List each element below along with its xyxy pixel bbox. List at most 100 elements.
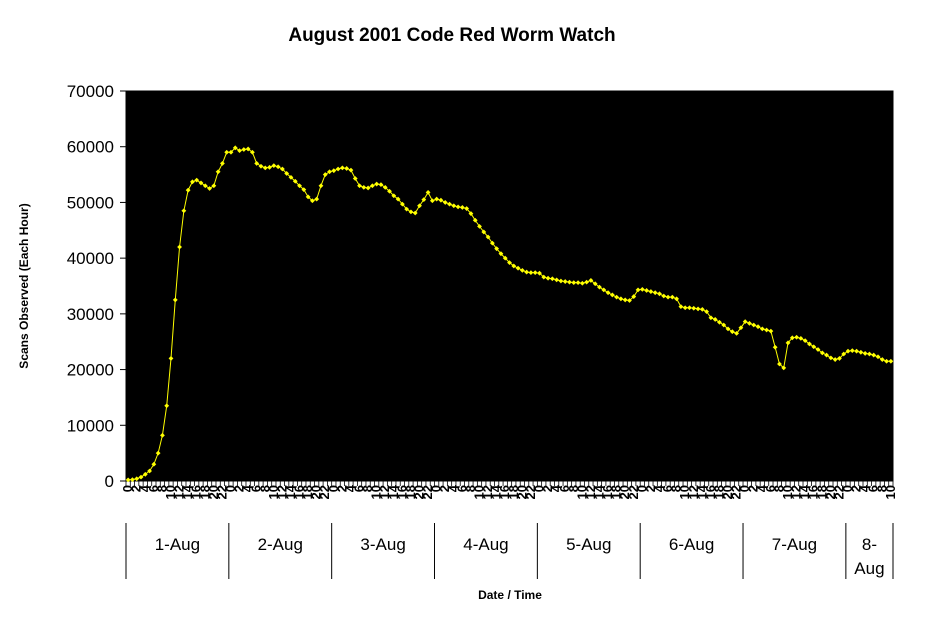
data-point — [575, 280, 581, 286]
data-point — [292, 178, 298, 184]
x-axis: 0246810121416182022024681012141618202202… — [120, 481, 898, 579]
x-tick-label: 2 — [334, 485, 349, 492]
data-point — [661, 293, 667, 299]
data-point — [888, 358, 894, 364]
data-point — [284, 171, 290, 176]
data-point — [879, 357, 885, 362]
x-tick-label: 2 — [643, 485, 658, 492]
x-tick-label: 14 — [386, 484, 401, 499]
data-point — [665, 294, 671, 300]
x-tick-label: 12 — [172, 485, 187, 499]
data-point — [451, 203, 457, 209]
x-tick-label: 8 — [669, 485, 684, 492]
data-point — [344, 166, 350, 171]
x-tick-label: 2 — [746, 485, 761, 492]
data-point — [455, 204, 461, 210]
data-point — [241, 147, 247, 152]
day-label: 3-Aug — [360, 535, 405, 554]
x-tick-label: 20 — [206, 485, 221, 499]
data-point — [408, 209, 414, 215]
x-tick-label: 20 — [412, 485, 427, 499]
x-tick-label: 12 — [789, 485, 804, 499]
data-point — [459, 205, 465, 210]
data-point — [288, 174, 294, 180]
data-point — [682, 305, 688, 311]
x-tick-label: 18 — [609, 485, 624, 499]
data-point — [669, 294, 675, 300]
data-point — [369, 183, 375, 189]
data-point — [824, 352, 829, 358]
data-point — [528, 270, 534, 276]
data-point — [652, 290, 658, 296]
x-tick-label: 10 — [677, 485, 692, 499]
x-tick-label: 10 — [472, 485, 487, 499]
data-point — [421, 197, 427, 203]
data-point — [314, 196, 320, 202]
data-point — [515, 265, 521, 271]
data-point — [524, 269, 530, 275]
day-label: 7-Aug — [772, 535, 817, 554]
y-tick-label: 50000 — [67, 193, 114, 212]
data-point — [447, 201, 452, 207]
x-tick-label: 2 — [232, 485, 247, 492]
x-tick-label: 4 — [240, 484, 255, 492]
data-point — [357, 183, 362, 189]
x-tick-label: 22 — [626, 485, 641, 499]
x-tick-label: 14 — [591, 484, 606, 499]
data-point — [477, 223, 482, 229]
data-point — [391, 193, 397, 199]
data-point — [854, 348, 859, 354]
data-point — [245, 146, 251, 152]
data-point — [708, 315, 714, 321]
data-point — [348, 167, 354, 173]
data-point — [271, 163, 277, 169]
data-point — [142, 471, 148, 477]
data-point — [614, 294, 620, 300]
x-tick-label: 0 — [737, 485, 752, 492]
data-point — [678, 304, 684, 310]
data-point — [468, 211, 474, 216]
x-tick-label: 20 — [617, 485, 632, 499]
x-tick-label: 4 — [446, 484, 461, 492]
data-point — [250, 149, 255, 155]
x-tick-label: 10 — [266, 485, 281, 499]
x-tick-label: 22 — [831, 485, 846, 499]
data-point — [258, 163, 264, 169]
x-tick-label: 6 — [763, 485, 778, 492]
x-tick-label: 10 — [163, 485, 178, 499]
x-tick-label: 14 — [180, 484, 195, 499]
data-point — [429, 198, 435, 204]
x-tick-label: 10 — [780, 485, 795, 499]
x-tick-label: 2 — [540, 485, 555, 492]
data-point — [725, 326, 731, 332]
x-tick-label: 16 — [703, 485, 718, 499]
data-point — [155, 450, 161, 456]
x-tick-label: 0 — [223, 485, 238, 492]
day-label: 4-Aug — [463, 535, 508, 554]
data-point — [301, 187, 307, 193]
data-point — [592, 281, 598, 287]
x-tick-label: 2 — [849, 485, 864, 492]
data-point — [494, 246, 500, 252]
data-point — [507, 260, 512, 265]
y-tick-label: 70000 — [67, 82, 114, 101]
data-point — [361, 184, 367, 190]
x-tick-label: 8 — [257, 485, 272, 492]
data-point — [395, 196, 401, 202]
data-point — [532, 270, 538, 276]
x-tick-label: 2 — [129, 485, 144, 492]
data-point — [331, 168, 337, 174]
day-label: 1-Aug — [155, 535, 200, 554]
data-point — [828, 355, 834, 361]
x-tick-label: 14 — [489, 484, 504, 499]
data-point — [130, 477, 135, 483]
y-axis: 0 10000 20000 30000 40000 50000 60000 70000 — [67, 82, 126, 491]
x-tick-label: 12 — [274, 485, 289, 499]
data-point — [198, 180, 204, 186]
data-point — [747, 320, 752, 326]
data-point — [404, 206, 410, 212]
data-point — [819, 350, 825, 356]
x-tick-label: 12 — [480, 485, 495, 499]
data-point — [147, 468, 152, 474]
data-point — [742, 319, 748, 325]
